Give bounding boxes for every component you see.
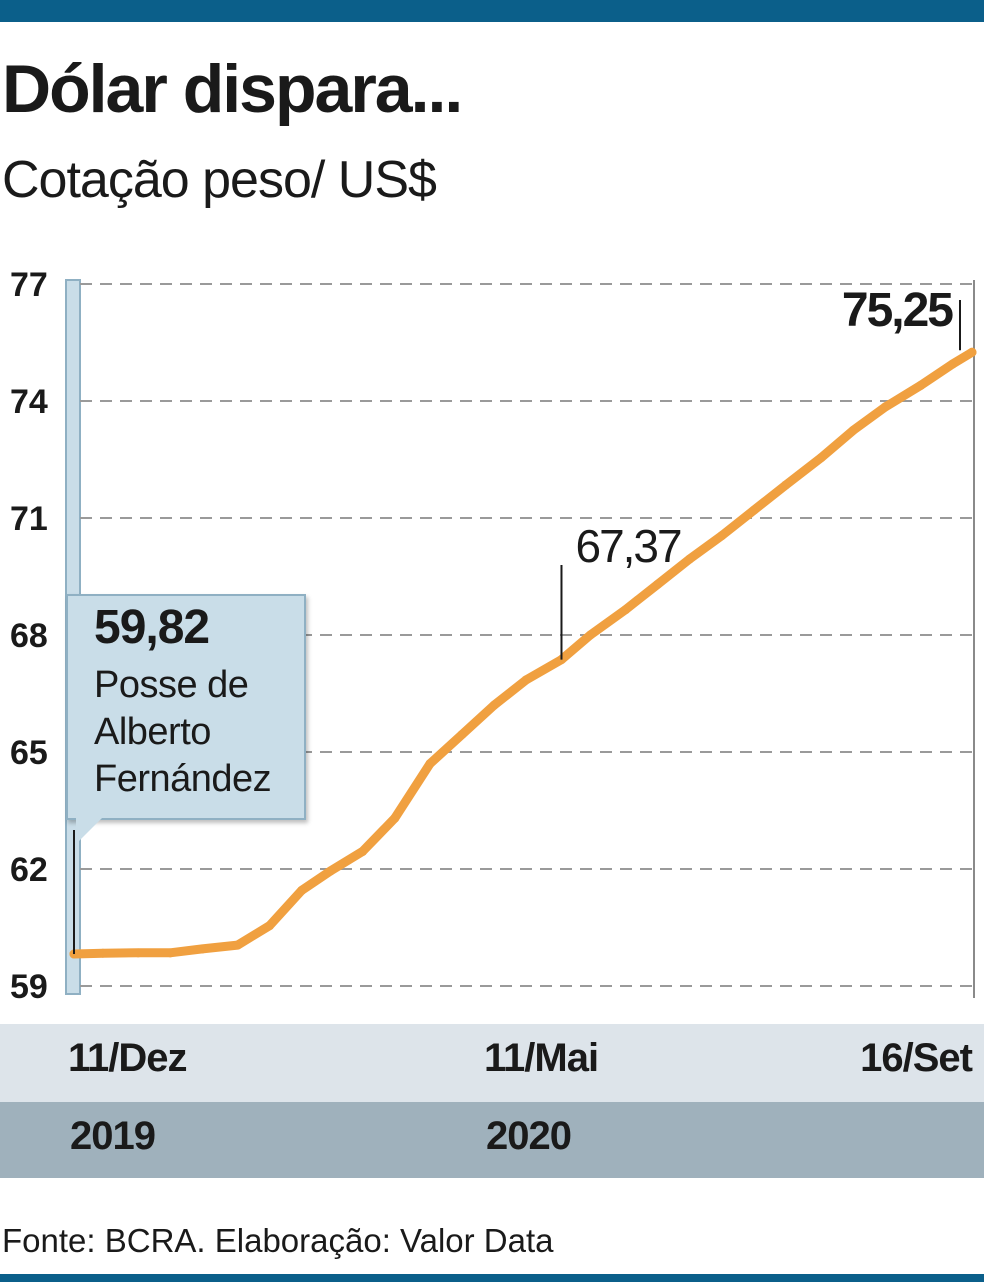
x-tick-label-mai: 11/Mai (484, 1036, 599, 1080)
x-year-label-2019: 2019 (70, 1114, 156, 1158)
y-tick-label-65: 65 (10, 734, 48, 772)
y-tick-label-62: 62 (10, 851, 48, 889)
data-point-28 (967, 347, 977, 357)
data-point-20 (717, 531, 727, 541)
data-point-16 (585, 630, 595, 640)
y-tick-label-59: 59 (10, 968, 48, 1006)
data-point-26 (916, 380, 926, 390)
data-point-2 (133, 948, 143, 958)
chart-subtitle: Cotação peso/ US$ (2, 151, 437, 209)
x-tick-label-set: 16/Set (860, 1036, 973, 1080)
data-point-10 (390, 813, 400, 823)
data-point-21 (749, 505, 759, 515)
data-point-12 (457, 729, 467, 739)
callout-value: 59,82 (94, 601, 210, 654)
data-point-19 (685, 554, 695, 564)
data-point-27 (948, 359, 958, 369)
end-value-label: 75,25 (842, 284, 953, 337)
data-point-5 (233, 940, 243, 950)
bottom-brand-bar (0, 1274, 984, 1282)
data-point-7 (297, 885, 307, 895)
data-point-8 (326, 866, 336, 876)
data-point-3 (165, 948, 175, 958)
data-point-23 (816, 453, 826, 463)
y-tick-label-77: 77 (10, 266, 48, 304)
x-axis-years-band (0, 1102, 984, 1178)
data-point-18 (653, 579, 663, 589)
callout-pointer (76, 818, 102, 844)
x-tick-label-dec: 11/Dez (68, 1036, 188, 1080)
data-point-4 (197, 944, 207, 954)
data-point-24 (848, 425, 858, 435)
data-point-14 (521, 675, 531, 685)
data-point-13 (489, 700, 499, 710)
data-point-9 (358, 846, 368, 856)
callout-box (66, 594, 306, 820)
x-axis-dates-band (0, 1024, 984, 1102)
callout-text: Posse de Alberto Fernández (94, 664, 272, 800)
chart-title: Dólar dispara... (2, 51, 463, 127)
y-tick-label-68: 68 (10, 617, 48, 655)
y-tick-label-71: 71 (10, 500, 48, 538)
source-credit: Fonte: BCRA. Elaboração: Valor Data (2, 1222, 554, 1259)
data-point-1 (98, 948, 108, 958)
data-point-6 (265, 921, 275, 931)
y-tick-label-74: 74 (10, 383, 48, 421)
data-point-25 (880, 402, 890, 412)
mid-value-label: 67,37 (575, 520, 681, 572)
data-point-11 (425, 759, 435, 769)
x-year-label-2020: 2020 (486, 1114, 572, 1158)
top-brand-bar (0, 0, 984, 22)
data-point-17 (621, 605, 631, 615)
data-point-22 (781, 480, 791, 490)
